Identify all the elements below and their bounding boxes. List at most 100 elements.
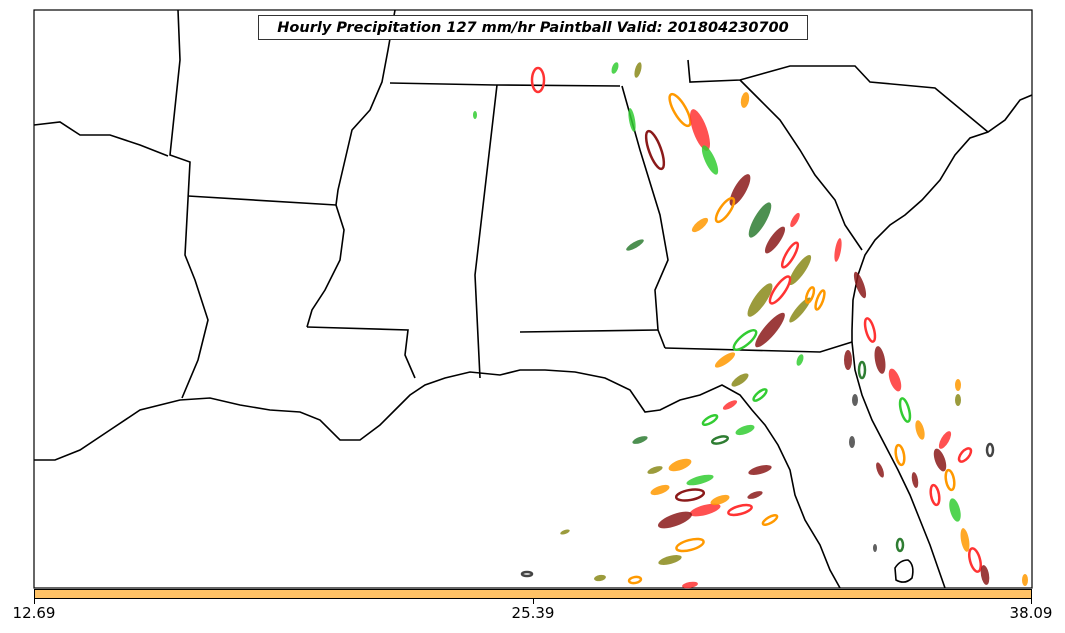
colorbar-label-min: 12.69 [12, 604, 56, 622]
gulf-coastline [34, 369, 841, 589]
precip-blob [761, 513, 779, 527]
precip-blob [634, 62, 642, 78]
precip-blob [668, 458, 692, 472]
precip-blob [714, 352, 736, 368]
colorbar-tick-mid [533, 599, 534, 604]
precip-blob [844, 350, 852, 370]
precip-blob [747, 283, 773, 317]
precip-blob [933, 448, 947, 472]
precip-blob [473, 111, 477, 119]
precip-blob [857, 360, 867, 380]
precip-blob [780, 241, 800, 269]
precip-blob [658, 555, 682, 565]
colorbar-tick-min [34, 599, 35, 604]
precip-blob [647, 466, 663, 474]
precip-blob [894, 443, 906, 467]
precip-blob [895, 537, 905, 553]
precip-blob [668, 92, 692, 128]
precip-blob [560, 529, 570, 535]
precip-blob [768, 275, 792, 305]
precip-blob [740, 92, 750, 108]
precip-blob [701, 413, 719, 427]
mississippi-river-border [306, 9, 396, 328]
precip-blob [938, 431, 952, 449]
alabama-florida-border [519, 329, 659, 333]
precip-blob [853, 271, 867, 299]
mississippi-alabama-border [474, 84, 498, 379]
precip-blob [874, 346, 886, 374]
colorbar [34, 589, 1032, 599]
precip-blob [611, 62, 619, 74]
map-title: Hourly Precipitation 127 mm/hr Paintball… [258, 15, 808, 40]
precip-blob [849, 436, 855, 448]
precip-blob [732, 328, 758, 352]
carolinas-border [687, 59, 989, 133]
precip-blob [790, 212, 800, 228]
precip-blob [701, 145, 719, 175]
red-river-border [33, 121, 169, 157]
precip-blob [888, 368, 902, 392]
precip-blob [689, 503, 721, 517]
precip-blob [727, 503, 753, 517]
precip-blob [731, 373, 749, 387]
precip-blob [755, 312, 785, 348]
precip-blob [955, 394, 961, 406]
precip-blob [985, 442, 995, 458]
precip-blob [710, 435, 730, 445]
precip-blob [929, 483, 941, 507]
precip-blob [898, 397, 912, 423]
precip-blob [627, 575, 643, 585]
precip-blob [530, 66, 546, 94]
precip-blob [594, 574, 606, 582]
precip-blob [729, 174, 751, 206]
precip-blob [1022, 574, 1028, 586]
precip-blob [957, 447, 973, 463]
precip-blob [863, 317, 877, 343]
precip-blob [710, 494, 730, 506]
precip-blob [682, 581, 698, 589]
colorbar-label-max: 38.09 [1009, 604, 1053, 622]
precip-blob [748, 465, 772, 475]
precip-blob [686, 474, 714, 486]
precip-blob [626, 239, 644, 251]
precip-blob [674, 488, 706, 502]
precip-blob [960, 528, 970, 552]
precip-blob [735, 424, 755, 436]
colorbar-label-mid: 25.39 [511, 604, 555, 622]
precipitation-blobs [473, 62, 1028, 589]
precip-blob [955, 379, 961, 391]
georgia-florida-border [664, 341, 853, 353]
map-frame [33, 9, 1033, 589]
precip-blob [632, 436, 648, 444]
precip-blob [915, 420, 925, 440]
texas-louisiana-border [169, 9, 209, 399]
precip-blob [796, 354, 804, 366]
precip-blob [876, 462, 884, 478]
precip-blob [691, 217, 709, 233]
precip-blob [788, 254, 812, 286]
precip-blob [650, 484, 670, 496]
precip-blob [722, 400, 738, 410]
atlantic-coastline [851, 94, 1033, 589]
precip-blob [834, 238, 842, 262]
precip-blob [764, 226, 786, 254]
precip-blob [748, 202, 772, 238]
tennessee-south-border [389, 82, 621, 87]
precip-blob [690, 109, 710, 151]
precip-blob [747, 491, 763, 499]
precip-blob [980, 565, 990, 585]
louisiana-mississippi-border [306, 326, 416, 379]
boundaries [33, 9, 1033, 589]
precip-blob [657, 511, 693, 529]
precip-blob [675, 537, 705, 553]
precip-blob [520, 570, 534, 578]
precip-blob [789, 297, 811, 323]
precip-blob [911, 472, 919, 488]
precip-blob [944, 468, 956, 492]
precip-blob [752, 388, 768, 402]
precip-blob [852, 394, 858, 406]
colorbar-tick-max [1031, 599, 1032, 604]
precip-blob [644, 129, 666, 171]
precip-blob [949, 498, 961, 522]
